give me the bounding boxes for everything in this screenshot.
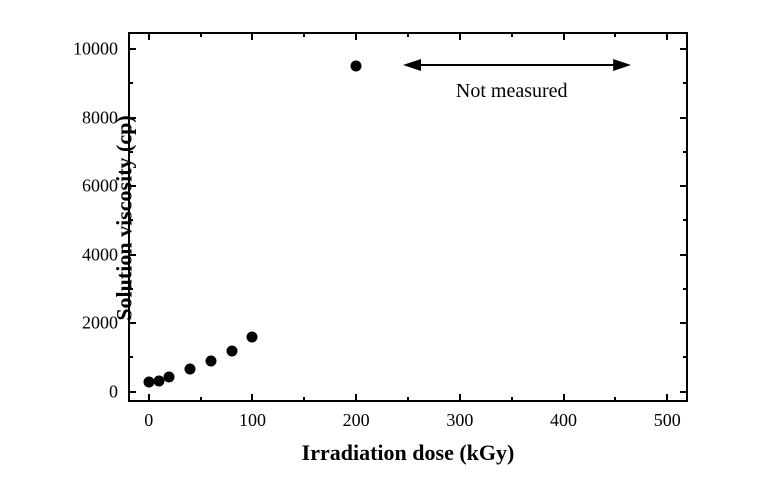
x-tick	[666, 32, 668, 40]
y-tick	[680, 322, 688, 324]
data-point	[164, 372, 175, 383]
data-point	[185, 364, 196, 375]
x-tick	[666, 394, 668, 402]
x-tick	[459, 394, 461, 402]
y-tick-label: 0	[58, 381, 118, 402]
y-tick	[128, 254, 136, 256]
x-tick	[148, 394, 150, 402]
x-minor-tick	[511, 397, 513, 402]
y-minor-tick	[128, 151, 133, 153]
data-point	[226, 345, 237, 356]
y-minor-tick	[128, 219, 133, 221]
x-minor-tick	[407, 32, 409, 37]
y-minor-tick	[128, 82, 133, 84]
y-tick	[128, 391, 136, 393]
y-minor-tick	[128, 288, 133, 290]
y-minor-tick	[683, 288, 688, 290]
x-minor-tick	[303, 397, 305, 402]
y-tick	[680, 117, 688, 119]
x-tick	[563, 394, 565, 402]
x-minor-tick	[303, 32, 305, 37]
y-tick-label: 10000	[58, 39, 118, 60]
data-point	[205, 355, 216, 366]
x-tick	[563, 32, 565, 40]
y-tick	[128, 185, 136, 187]
data-point	[351, 61, 362, 72]
y-tick-label: 2000	[58, 313, 118, 334]
double-arrow-icon	[403, 57, 631, 73]
data-point	[143, 377, 154, 388]
x-minor-tick	[511, 32, 513, 37]
x-axis-label: Irradiation dose (kGy)	[302, 440, 515, 466]
y-axis-label: Solution viscosity (cp)	[112, 115, 138, 320]
y-tick	[680, 185, 688, 187]
x-tick	[459, 32, 461, 40]
y-minor-tick	[683, 219, 688, 221]
x-tick	[148, 32, 150, 40]
y-tick	[680, 254, 688, 256]
x-tick-label: 400	[550, 410, 577, 431]
plot-area	[128, 32, 688, 402]
x-minor-tick	[614, 32, 616, 37]
x-tick-label: 300	[446, 410, 473, 431]
y-tick	[680, 48, 688, 50]
x-tick-label: 200	[343, 410, 370, 431]
y-tick	[128, 322, 136, 324]
y-tick	[128, 117, 136, 119]
data-point	[154, 376, 165, 387]
x-tick-label: 500	[654, 410, 681, 431]
x-tick	[251, 32, 253, 40]
x-tick	[355, 32, 357, 40]
y-minor-tick	[683, 82, 688, 84]
chart-container: Solution viscosity (cp) Irradiation dose…	[0, 0, 764, 503]
y-tick	[128, 48, 136, 50]
x-minor-tick	[200, 397, 202, 402]
x-minor-tick	[200, 32, 202, 37]
x-tick-label: 0	[144, 410, 153, 431]
annotation-not-measured: Not measured	[456, 80, 568, 103]
y-tick-label: 4000	[58, 244, 118, 265]
y-tick-label: 6000	[58, 176, 118, 197]
y-minor-tick	[128, 356, 133, 358]
x-tick	[355, 394, 357, 402]
x-tick-label: 100	[239, 410, 266, 431]
data-point	[247, 331, 258, 342]
x-minor-tick	[407, 397, 409, 402]
y-tick	[680, 391, 688, 393]
y-tick-label: 8000	[58, 107, 118, 128]
y-minor-tick	[683, 356, 688, 358]
x-minor-tick	[614, 397, 616, 402]
x-tick	[251, 394, 253, 402]
y-minor-tick	[683, 151, 688, 153]
